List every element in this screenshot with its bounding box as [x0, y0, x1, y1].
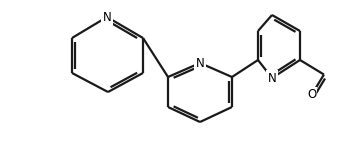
Text: N: N: [268, 71, 276, 85]
Text: N: N: [103, 11, 111, 24]
Text: N: N: [195, 57, 204, 70]
Text: O: O: [307, 88, 316, 101]
